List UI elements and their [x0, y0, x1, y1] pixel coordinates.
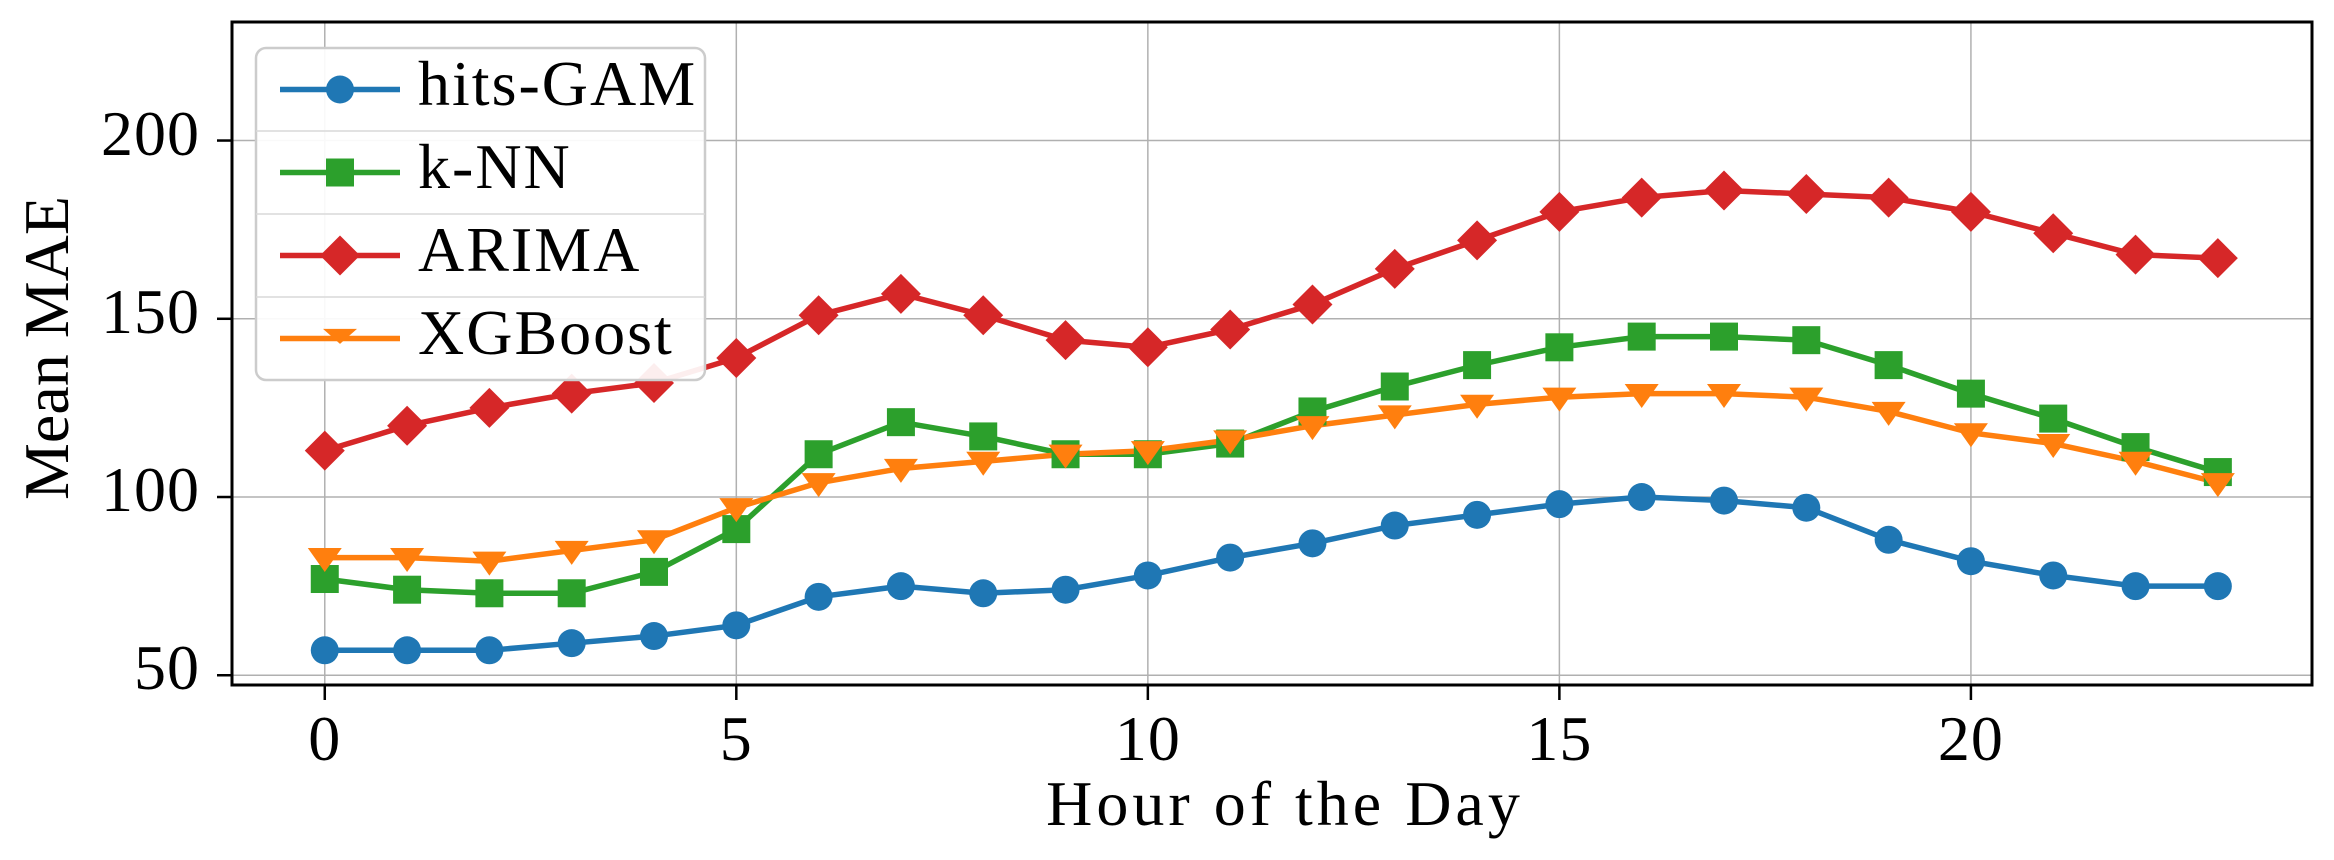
svg-text:hits-GAM: hits-GAM [418, 48, 697, 119]
svg-text:ARIMA: ARIMA [418, 214, 641, 285]
svg-text:10: 10 [1115, 703, 1181, 774]
svg-text:Mean MAE: Mean MAE [11, 196, 82, 500]
svg-text:150: 150 [101, 276, 200, 347]
svg-text:200: 200 [101, 98, 200, 169]
svg-text:15: 15 [1526, 703, 1592, 774]
svg-text:Hour of the Day: Hour of the Day [1046, 768, 1524, 839]
svg-text:XGBoost: XGBoost [418, 297, 674, 368]
svg-text:k-NN: k-NN [418, 131, 572, 202]
svg-text:5: 5 [720, 703, 753, 774]
svg-text:20: 20 [1938, 703, 2004, 774]
svg-text:0: 0 [308, 703, 341, 774]
svg-text:50: 50 [134, 632, 200, 703]
svg-text:100: 100 [101, 454, 200, 525]
